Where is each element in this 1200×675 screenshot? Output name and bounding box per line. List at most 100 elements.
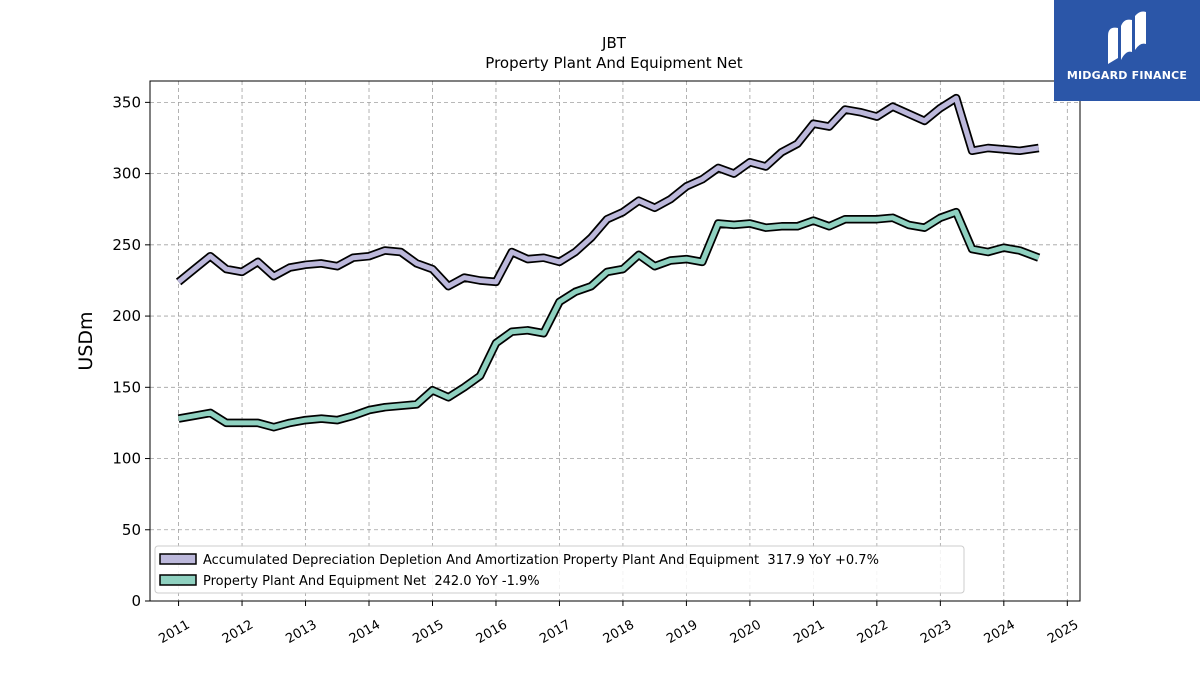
- x-tick-label: 2022: [855, 617, 891, 647]
- series-0-point: [415, 262, 417, 264]
- series-0-point: [368, 255, 370, 257]
- series-1-point: [527, 329, 529, 331]
- series-1-point: [971, 248, 973, 250]
- midgard-finance-logo-icon: [1108, 11, 1146, 64]
- series-0-point: [558, 261, 560, 263]
- series-0-point: [876, 115, 878, 117]
- series-1-point: [828, 225, 830, 227]
- legend-swatch-accumulated-depreciation: [159, 553, 197, 565]
- y-tick-label: 150: [112, 378, 141, 396]
- series-0-point: [193, 268, 195, 270]
- series-1-point: [177, 417, 179, 419]
- series-0-point: [971, 150, 973, 152]
- y-axis-label: USDm: [75, 311, 97, 370]
- series-lines: [175, 93, 1041, 432]
- series-0-point: [479, 279, 481, 281]
- y-tick-label: 250: [112, 236, 141, 254]
- chart-title: JBT: [601, 34, 627, 52]
- series-1-point: [542, 332, 544, 334]
- series-0-point: [796, 143, 798, 145]
- series-1-point: [939, 217, 941, 219]
- series-1-point: [447, 396, 449, 398]
- series-0-point: [289, 266, 291, 268]
- series-0-point: [225, 268, 227, 270]
- series-1-point: [320, 417, 322, 419]
- series-0-point: [907, 113, 909, 115]
- series-1-point: [479, 375, 481, 377]
- series-0-point: [431, 268, 433, 270]
- series-1-point: [304, 419, 306, 421]
- x-tick-label: 2019: [664, 617, 700, 647]
- y-tick-label: 350: [112, 93, 141, 111]
- series-1-point: [289, 422, 291, 424]
- y-tick-label: 50: [122, 521, 141, 539]
- series-1-point: [558, 301, 560, 303]
- plot-area-frame: [149, 80, 1081, 602]
- series-1-point: [717, 222, 719, 224]
- series-line-1: [178, 209, 1040, 430]
- series-1-point: [352, 415, 354, 417]
- series-1-point: [209, 412, 211, 414]
- series-0-point: [923, 120, 925, 122]
- series-0-point: [892, 105, 894, 107]
- x-tick-label: 2025: [1045, 617, 1081, 647]
- series-0-point: [527, 258, 529, 260]
- series-1-point: [241, 422, 243, 424]
- series-1-point: [431, 389, 433, 391]
- series-0-point: [717, 167, 719, 169]
- series-1-point: [336, 419, 338, 421]
- series-outline-1: [177, 207, 1041, 432]
- series-1-point: [225, 422, 227, 424]
- series-0-point: [495, 281, 497, 283]
- series-1-point: [257, 422, 259, 424]
- x-tick-label: 2014: [347, 617, 383, 647]
- series-1-point: [654, 265, 656, 267]
- series-0-point: [574, 251, 576, 253]
- series-0-point: [177, 281, 179, 283]
- series-1-point: [463, 386, 465, 388]
- x-tick-label: 2021: [791, 617, 827, 647]
- series-0-point: [860, 111, 862, 113]
- series-line-0: [177, 95, 1040, 289]
- series-1-point: [193, 415, 195, 417]
- series-0-point: [1038, 147, 1040, 149]
- series-1-point: [1038, 257, 1040, 259]
- series-1-point: [892, 217, 894, 219]
- series-1-point: [765, 227, 767, 229]
- series-1-point: [685, 258, 687, 260]
- logo: MIDGARD FINANCE: [1054, 0, 1200, 101]
- series-1-point: [860, 218, 862, 220]
- x-tick-label: 2013: [283, 617, 319, 647]
- x-tick-label: 2016: [474, 617, 510, 647]
- series-1-point: [273, 426, 275, 428]
- series-0-point: [542, 257, 544, 259]
- series-1-point: [415, 403, 417, 405]
- series-0-point: [844, 108, 846, 110]
- series-0-point: [400, 251, 402, 253]
- x-tick-label: 2011: [156, 617, 192, 647]
- series-1-point: [780, 225, 782, 227]
- series-1-point: [907, 224, 909, 226]
- series-1-point: [701, 261, 703, 263]
- series-0-point: [812, 123, 814, 125]
- series-1-point: [955, 211, 957, 213]
- series-1-point: [1003, 247, 1005, 249]
- series-1-point: [622, 268, 624, 270]
- legend: Accumulated Depreciation Depletion And A…: [154, 545, 965, 594]
- grid: [150, 81, 1080, 602]
- y-tick-label: 0: [131, 592, 141, 610]
- series-0-point: [654, 207, 656, 209]
- series-1-point: [876, 218, 878, 220]
- legend-swatch-ppe-net: [159, 574, 197, 586]
- series-0-point: [336, 265, 338, 267]
- series-0-point: [209, 255, 211, 257]
- y-tick-label: 300: [112, 165, 141, 183]
- x-tick-label: 2023: [918, 617, 954, 647]
- series-0-point: [384, 249, 386, 251]
- series-1-point: [669, 259, 671, 261]
- chart-subtitle: Property Plant And Equipment Net: [485, 54, 742, 72]
- legend-label-accumulated-depreciation: Accumulated Depreciation Depletion And A…: [203, 553, 879, 568]
- series-1-point: [749, 222, 751, 224]
- series-0-point: [352, 257, 354, 259]
